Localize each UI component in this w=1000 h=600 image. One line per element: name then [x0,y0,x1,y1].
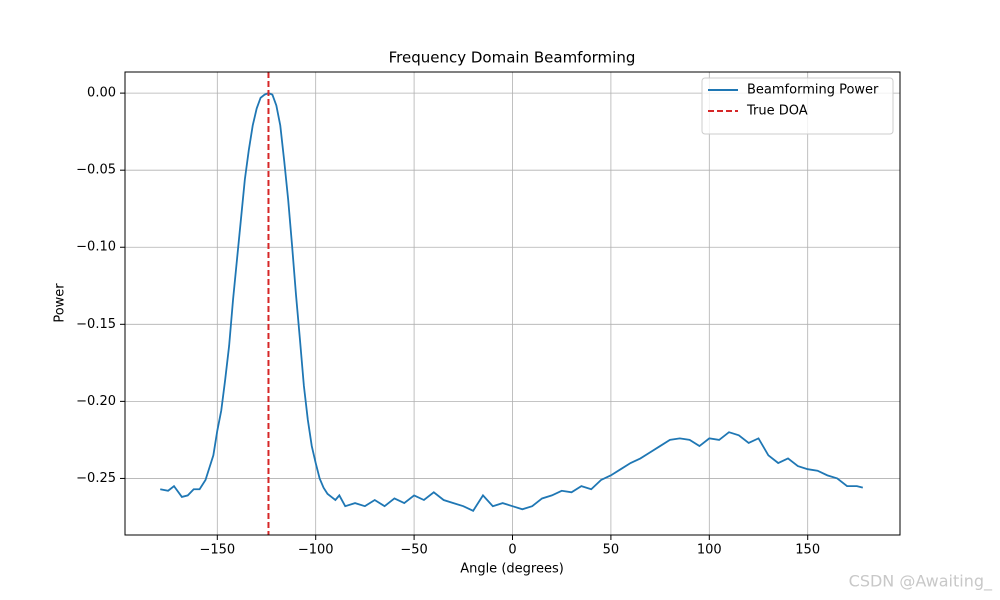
y-axis-label: Power [53,283,68,323]
y-tick-label: −0.15 [76,317,116,332]
legend-label: True DOA [746,104,808,119]
chart-title: Frequency Domain Beamforming [389,49,636,67]
x-tick-label: −100 [298,543,334,558]
watermark: CSDN @Awaiting_ [849,572,993,592]
legend-label: Beamforming Power [747,83,879,98]
y-tick-label: −0.05 [76,163,116,178]
x-tick-label: −50 [400,543,427,558]
power-line [160,92,864,512]
plot-frame [124,71,901,536]
x-tick-label: 0 [508,543,516,558]
x-tick-label: −150 [199,543,235,558]
y-tick-label: −0.20 [76,394,116,409]
x-axis-label: Angle (degrees) [460,562,564,577]
y-tick-label: −0.10 [76,240,116,255]
x-tick-label: 150 [795,543,820,558]
x-tick-label: 100 [697,543,722,558]
y-tick-label: −0.25 [76,471,116,486]
y-tick-label: 0.00 [87,86,116,101]
legend-box [701,77,894,135]
x-tick-label: 50 [603,543,620,558]
